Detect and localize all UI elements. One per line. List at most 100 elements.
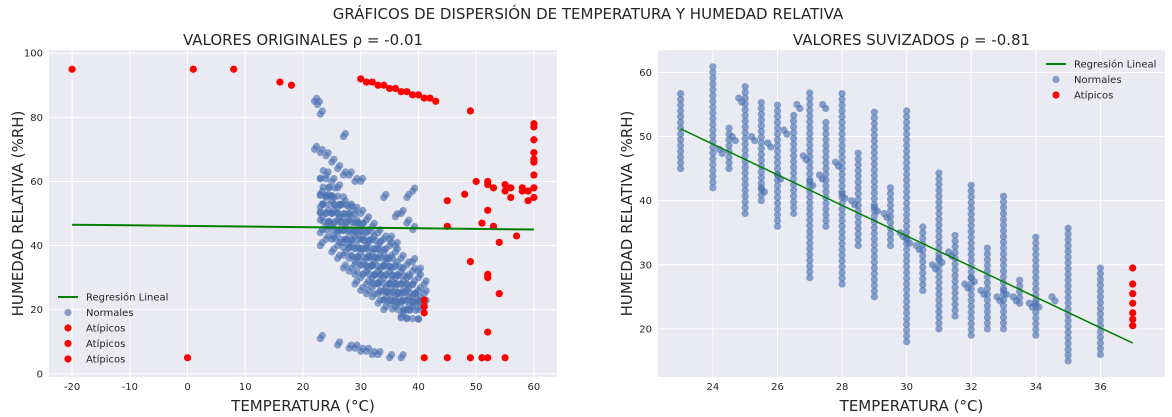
chart1-normal-point	[951, 266, 959, 274]
chart1-normal-point	[806, 123, 814, 132]
chart0-normal-point	[397, 297, 405, 305]
chart1-normal-point	[802, 156, 810, 164]
chart0-normal-point	[377, 271, 385, 279]
chart0-normal-point	[377, 288, 385, 296]
chart0-normal-point	[348, 202, 356, 210]
chart0-legend-label: Atípicos	[86, 323, 125, 335]
chart1-normal-point	[1064, 253, 1072, 261]
chart1-normal-point	[741, 198, 749, 206]
chart1-y-axis-label: HUMEDAD RELATIVA (%RH)	[618, 111, 636, 317]
chart1-normal-point	[790, 111, 798, 119]
chart0-normal-point	[400, 272, 408, 280]
chart0-outlier-point	[507, 193, 515, 202]
chart0-normal-point	[318, 107, 326, 115]
chart0-outlier-point	[403, 88, 411, 96]
chart1-legend-point-marker	[1052, 75, 1060, 84]
chart1-normal-point	[1064, 241, 1072, 250]
chart0-normal-point	[409, 281, 417, 289]
chart1-normal-point	[967, 331, 975, 339]
chart1-normal-point	[838, 245, 846, 254]
chart1-normal-point	[757, 133, 765, 141]
chart0-normal-point	[353, 341, 361, 349]
chart1-normal-point	[967, 302, 975, 311]
chart1-normal-point	[903, 297, 911, 305]
chart0-outlier-point	[368, 78, 376, 86]
chart0-normal-point	[368, 245, 376, 253]
chart1-normal-point	[870, 287, 878, 295]
chart1-normal-point	[870, 183, 878, 191]
chart1-normal-point	[838, 95, 846, 103]
chart0-normal-point	[342, 236, 350, 244]
chart1-normal-point	[838, 130, 846, 138]
chart1-normal-point	[677, 118, 685, 127]
chart0-normal-point	[342, 218, 350, 227]
chart1-normal-point	[741, 140, 749, 148]
chart1-normal-point	[919, 263, 927, 271]
chart0-outlier-point	[518, 187, 526, 195]
chart0-outlier-point	[495, 238, 503, 246]
chart1-normal-point	[919, 252, 927, 260]
chart1-normal-point	[818, 175, 827, 183]
chart1-normal-point	[1096, 304, 1105, 312]
chart1-normal-point	[838, 216, 846, 225]
chart1-normal-point	[935, 302, 943, 310]
chart0-outlier-point	[524, 197, 532, 205]
chart1-normal-point	[935, 308, 943, 316]
chart1-normal-point	[967, 222, 975, 230]
chart1-normal-point	[935, 221, 943, 229]
chart1-normal-point	[709, 120, 717, 128]
chart0-x-tick-label: 60	[528, 382, 541, 393]
chart1-normal-point	[741, 204, 749, 212]
chart1-normal-point	[806, 222, 814, 230]
chart1-normal-point	[870, 137, 878, 145]
chart1-normal-point	[1096, 339, 1105, 347]
chart1-normal-point	[822, 216, 830, 225]
chart1-normal-point	[983, 308, 991, 316]
chart1-normal-point	[725, 124, 733, 132]
chart1-normal-point	[806, 129, 814, 137]
chart0-normal-point	[400, 289, 408, 297]
chart1-normal-point	[870, 125, 878, 134]
chart1-normal-point	[938, 258, 946, 266]
chart0-outlier-point	[287, 81, 296, 89]
chart0-outlier-point	[461, 190, 469, 198]
chart1-normal-point	[677, 165, 685, 173]
chart1-normal-point	[757, 139, 765, 147]
chart1-normal-point	[903, 165, 911, 173]
chart1-normal-point	[903, 216, 911, 225]
chart1-normal-point	[773, 153, 782, 161]
chart1-normal-point	[741, 146, 749, 154]
chart1-normal-point	[1032, 262, 1040, 270]
chart1-normal-point	[935, 209, 943, 218]
chart1-normal-point	[757, 122, 765, 130]
chart1-normal-point	[677, 101, 685, 109]
chart1-normal-point	[854, 218, 862, 227]
chart1-normal-point	[1032, 239, 1040, 247]
chart1-normal-point	[838, 182, 846, 190]
chart0-normal-point	[409, 315, 417, 323]
chart0-outlier-point	[362, 78, 371, 86]
chart1-normal-point	[790, 209, 798, 218]
chart1-normal-point	[773, 193, 782, 202]
chart0-outlier-point	[466, 257, 475, 266]
chart0-normal-point	[411, 290, 420, 298]
chart0-legend-label: Normales	[86, 308, 134, 319]
chart0-normal-point	[325, 184, 333, 192]
chart1-normal-point	[870, 247, 878, 255]
chart1-normal-point	[838, 118, 846, 127]
chart1-normal-point	[1096, 270, 1105, 278]
chart1-normal-point	[790, 129, 798, 137]
chart1-normal-point	[919, 257, 927, 266]
chart0-normal-point	[331, 218, 339, 226]
chart1-normal-point	[903, 193, 911, 202]
chart1-normal-point	[677, 90, 685, 98]
chart1-normal-point	[757, 197, 765, 205]
chart1-normal-point	[677, 141, 685, 150]
chart0-normal-point	[414, 315, 423, 323]
chart1-normal-point	[903, 263, 911, 271]
chart0-outlier-point	[478, 354, 486, 362]
chart1-normal-point	[935, 238, 943, 246]
chart1-normal-point	[741, 111, 749, 119]
chart1-normal-point	[903, 205, 911, 213]
chart1-normal-point	[773, 101, 782, 109]
